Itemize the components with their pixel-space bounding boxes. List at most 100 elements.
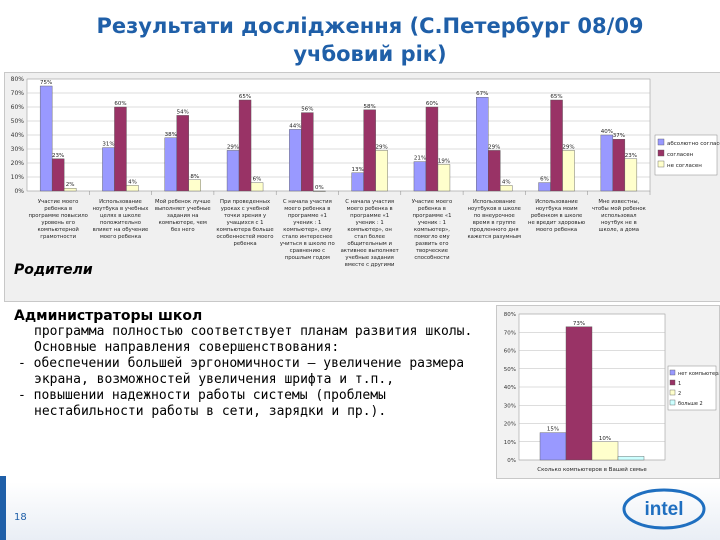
y-tick-label: 80% — [504, 312, 516, 318]
x-category-line: Участие моего — [38, 199, 79, 205]
legend-entry: больше 2 — [678, 401, 703, 407]
bar-value-label: 6% — [253, 177, 262, 183]
y-tick-label: 40% — [504, 385, 516, 391]
x-category-line: ребенка — [234, 241, 257, 247]
bar-value-label: 73% — [573, 321, 585, 327]
x-category-line: без него — [171, 227, 195, 233]
x-category-line: Участие моего — [412, 199, 453, 205]
legend-entry: не согласен — [667, 163, 702, 169]
x-category-line: компьютер», он — [347, 227, 392, 233]
title-line-2: учбовий рік) — [293, 42, 447, 66]
bar-value-label: 58% — [364, 104, 376, 110]
bar — [226, 150, 240, 192]
admin-title: Администраторы школ — [14, 308, 203, 324]
bar — [500, 185, 513, 192]
y-tick-label: 10% — [504, 440, 516, 446]
bar-value-label: 23% — [52, 153, 64, 159]
legend-box — [654, 134, 718, 176]
bar-value-label: 4% — [128, 179, 137, 185]
parents-label: Родители — [14, 262, 93, 278]
legend-swatch — [669, 369, 676, 376]
bar — [375, 150, 388, 192]
x-category-line: компьютер», — [414, 227, 450, 233]
bar — [301, 112, 314, 192]
y-tick-label: 80% — [11, 76, 25, 83]
bar-value-label: 15% — [547, 427, 559, 433]
bar — [617, 456, 645, 461]
legend-entry: 1 — [678, 381, 681, 387]
x-category-line: учиться в школе по — [280, 241, 335, 247]
x-category-line: стал более — [354, 234, 385, 240]
y-tick-label: 30% — [504, 403, 516, 409]
bar-value-label: 0% — [315, 185, 324, 191]
bar-value-label: 67% — [476, 91, 488, 97]
x-category-label: При проведенных уроках с учебной точки зре… — [216, 199, 273, 247]
bar-value-label: 4% — [502, 179, 511, 185]
bar — [550, 99, 563, 192]
computers-chart-svg: 80% 70% 60% 50% 40% 30% 20% 10% 0% 15% 73% 10% Сколь… — [504, 312, 720, 473]
bar — [600, 134, 614, 192]
x-category-line: программе повысило — [28, 213, 87, 219]
legend-entry: 2 — [678, 391, 681, 397]
legend-swatch — [657, 138, 665, 146]
footer-bar — [0, 482, 720, 540]
x-category-line: программе «1 — [350, 213, 389, 219]
x-category-line: ноутбуков в школе — [468, 206, 521, 212]
bar-value-label: 65% — [550, 94, 562, 100]
computers-chart: 80% 70% 60% 50% 40% 30% 20% 10% 0% 15% 73% 10% Сколь… — [496, 305, 720, 479]
bar — [51, 158, 65, 192]
bar — [114, 106, 127, 192]
x-category-label: Мне известны, чтобы мой ребенок использова… — [592, 199, 647, 233]
bar-value-label: 54% — [177, 109, 189, 115]
x-category-line: выполняет учебные — [155, 206, 211, 212]
bar-value-label: 29% — [227, 144, 239, 150]
x-category-line: развить его — [415, 241, 448, 247]
x-category-line: вместе с другими — [345, 262, 395, 268]
x-category-line: грамотности — [40, 234, 76, 240]
x-category-label: Использование ноутбука в учебных целях в ш… — [93, 199, 149, 240]
x-category-label: Участие моего ребенка в программе повысило… — [28, 199, 87, 240]
x-category-line: Использование — [473, 199, 516, 205]
legend-entry: абсолютно согласен — [667, 141, 720, 147]
bar — [363, 109, 376, 192]
intel-logo: intel — [622, 488, 706, 530]
bar — [562, 150, 575, 192]
x-category-line: программе «1 — [412, 213, 451, 219]
bar — [102, 147, 115, 192]
bar-value-label: 10% — [599, 436, 611, 442]
x-category-line: С начала участия — [345, 199, 394, 205]
x-category-line: целях в школе — [100, 213, 141, 219]
admin-block: Администраторы школ программа полностью … — [14, 308, 490, 420]
x-category-line: моего ребенка — [536, 227, 577, 233]
title-line-1: Результати дослідження (С.Петербург 08/0… — [96, 14, 644, 38]
x-category-line: использовал — [601, 213, 636, 219]
x-category-line: ребенком в школе — [531, 213, 582, 219]
y-tick-label: 50% — [11, 118, 25, 125]
bar — [238, 99, 252, 192]
bar-value-label: 56% — [301, 107, 313, 113]
bar-value-label: 19% — [438, 158, 450, 164]
x-category-line: прошлым годом — [285, 255, 330, 261]
y-tick-label: 0% — [14, 188, 24, 195]
x-category-line: Мой ребенок лучше — [155, 198, 210, 205]
x-category-line: стало интереснее — [282, 234, 332, 240]
x-category-line: способности — [414, 255, 449, 261]
bar-value-label: 31% — [102, 142, 114, 148]
x-category-line: компьютере, чем — [159, 220, 207, 226]
bar — [565, 326, 593, 461]
x-category-line: учащихся с 1 — [227, 220, 264, 226]
y-tick-label: 40% — [11, 132, 25, 139]
x-category-line: ребенка в — [44, 206, 72, 212]
bar — [126, 185, 139, 192]
bar — [63, 187, 77, 192]
x-category-label: Участие моего ребенка в программе «1 ученик… — [412, 199, 453, 261]
y-tick-label: 20% — [504, 422, 516, 428]
y-tick-label: 70% — [504, 330, 516, 336]
x-category-line: компьютерной — [37, 226, 78, 233]
x-category-line: не вредит здоровью — [528, 220, 586, 226]
bar-value-label: 2% — [66, 182, 75, 188]
x-category-line: кажется разумным — [467, 234, 521, 240]
admin-item-2: - повышении надежности работы системы (п… — [18, 388, 387, 419]
x-category-line: Использование — [535, 199, 578, 205]
y-tick-label: 60% — [11, 104, 25, 111]
